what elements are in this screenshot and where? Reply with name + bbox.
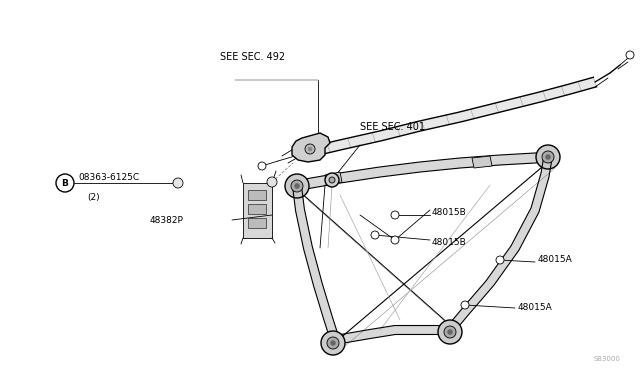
Circle shape <box>329 177 335 183</box>
Polygon shape <box>248 204 266 214</box>
Circle shape <box>496 256 504 264</box>
Circle shape <box>258 162 266 170</box>
Circle shape <box>391 236 399 244</box>
Text: 48382P: 48382P <box>149 215 183 224</box>
Circle shape <box>444 326 456 338</box>
Circle shape <box>305 144 315 154</box>
Polygon shape <box>308 77 596 157</box>
Circle shape <box>173 178 183 188</box>
Text: SEE SEC. 401: SEE SEC. 401 <box>360 122 425 132</box>
Circle shape <box>447 330 452 334</box>
Text: 48015A: 48015A <box>538 256 573 264</box>
Circle shape <box>291 180 303 192</box>
Circle shape <box>542 151 554 163</box>
Text: 08363-6125C: 08363-6125C <box>78 173 139 182</box>
Polygon shape <box>292 133 330 162</box>
Polygon shape <box>292 185 339 341</box>
Text: 48015B: 48015B <box>432 208 467 217</box>
Circle shape <box>461 301 469 309</box>
Circle shape <box>321 331 345 355</box>
Circle shape <box>545 154 550 160</box>
Circle shape <box>308 147 312 151</box>
Circle shape <box>536 145 560 169</box>
Polygon shape <box>243 183 272 238</box>
Circle shape <box>56 174 74 192</box>
Polygon shape <box>248 218 266 228</box>
Circle shape <box>327 337 339 349</box>
Circle shape <box>626 51 634 59</box>
Polygon shape <box>325 172 342 185</box>
Polygon shape <box>472 156 492 168</box>
Text: SEE SEC. 492: SEE SEC. 492 <box>220 52 285 62</box>
Polygon shape <box>300 152 548 190</box>
Text: 48015B: 48015B <box>432 237 467 247</box>
Text: B: B <box>61 179 68 187</box>
Circle shape <box>294 183 300 189</box>
Circle shape <box>371 231 379 239</box>
Polygon shape <box>335 326 451 344</box>
Circle shape <box>285 174 309 198</box>
Circle shape <box>438 320 462 344</box>
Polygon shape <box>248 190 266 200</box>
Polygon shape <box>446 155 552 332</box>
Text: (2): (2) <box>87 193 100 202</box>
Circle shape <box>391 211 399 219</box>
Circle shape <box>267 177 277 187</box>
Circle shape <box>330 340 335 346</box>
Text: 48015A: 48015A <box>518 304 553 312</box>
Text: S83000: S83000 <box>593 356 620 362</box>
Circle shape <box>325 173 339 187</box>
